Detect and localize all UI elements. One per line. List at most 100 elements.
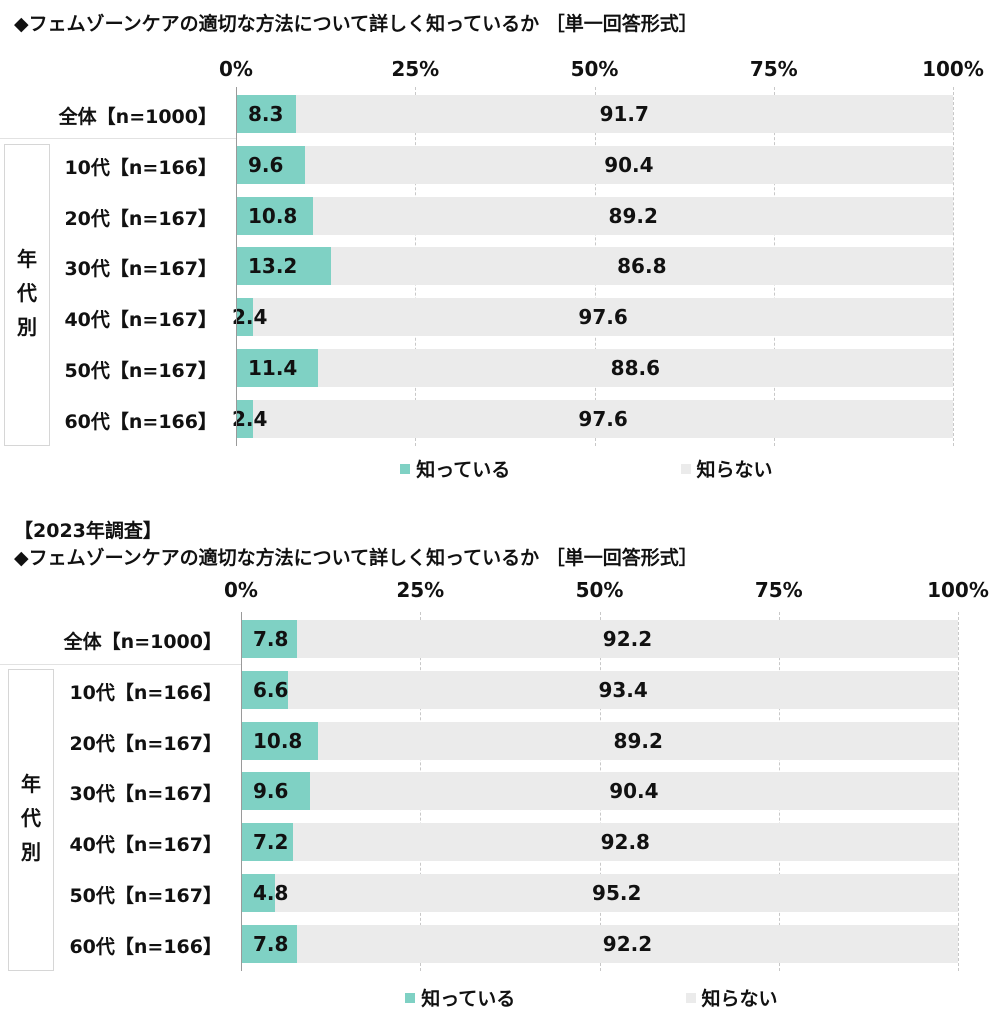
data-label-know: 2.4 (232, 406, 268, 431)
bar-row: 2.4 97.6 (232, 399, 953, 438)
data-label-know: 13.2 (248, 254, 298, 279)
bar-segment-know (236, 399, 254, 438)
bar-segment-know (241, 670, 289, 709)
legend-item: 知っている (400, 455, 510, 482)
data-label-know: 6.6 (253, 677, 289, 702)
bar-row: 13.2 86.8 (236, 247, 953, 286)
legend-label: 知っている (416, 459, 511, 481)
bar-segment-not-know (296, 620, 958, 658)
x-tick-label: 75% (754, 578, 803, 602)
data-label-know: 11.4 (248, 356, 298, 380)
bar-segment-not-know (330, 247, 953, 286)
legend-item: 知っている (405, 984, 515, 1011)
bar-segment-not-know (253, 298, 953, 337)
bar-segment-know (241, 823, 293, 862)
data-label-not-know: 89.2 (613, 728, 663, 753)
bar-segment-not-know (296, 924, 958, 963)
bar-row: 8.3 91.7 (236, 95, 953, 133)
x-tick-label: 25% (396, 578, 445, 602)
data-label-not-know: 97.6 (578, 305, 628, 330)
data-label-know: 7.2 (253, 830, 289, 855)
bar-row: 11.4 88.6 (236, 349, 953, 387)
legend-swatch (405, 992, 416, 1003)
category-label: 60代【n=166】 (64, 410, 217, 433)
data-label-not-know: 92.2 (602, 931, 653, 956)
x-tick-label: 50% (575, 578, 624, 602)
data-label-not-know: 86.8 (617, 254, 667, 279)
bar-segment-not-know (317, 349, 953, 387)
bar-segment-not-know (292, 823, 958, 862)
group-separator (0, 664, 241, 665)
category-label: 10代【n=166】 (69, 681, 222, 704)
data-label-not-know: 89.2 (608, 203, 658, 228)
bar-segment-not-know (318, 721, 958, 760)
legend-item: 知らない (680, 455, 773, 482)
bar-segment-not-know (295, 95, 953, 133)
bar-segment-not-know (275, 874, 958, 912)
age-group-box: 年代別 (8, 668, 54, 971)
bar-row: 4.8 95.2 (241, 874, 958, 912)
bar-segment-know (236, 298, 254, 337)
bar-row: 9.6 90.4 (241, 772, 958, 811)
bar-segment-know (241, 874, 276, 912)
x-tick-label: 25% (391, 57, 440, 81)
bar-row: 7.8 92.2 (241, 924, 958, 963)
age-group-label-char: 代 (21, 805, 41, 830)
legend-swatch (685, 992, 696, 1003)
bar-segment-know (236, 349, 318, 387)
data-label-know: 8.3 (248, 102, 284, 126)
data-label-not-know: 92.2 (602, 627, 653, 651)
age-group-label-char: 年 (21, 771, 41, 796)
category-label: 20代【n=167】 (69, 732, 222, 755)
data-label-know: 7.8 (253, 931, 289, 956)
category-label: 10代【n=166】 (64, 156, 217, 179)
bar-segment-know (241, 620, 297, 658)
data-label-not-know: 91.7 (599, 102, 649, 126)
age-group-label-char: 代 (17, 280, 37, 305)
x-tick-label: 0% (224, 578, 258, 602)
category-label: 全体【n=1000】 (58, 106, 217, 128)
bar-row: 6.6 93.4 (241, 670, 958, 709)
bar-segment-know (241, 772, 310, 811)
category-label: 40代【n=167】 (69, 834, 222, 857)
y-axis-line (241, 612, 242, 971)
bar-row: 7.2 92.8 (241, 823, 958, 862)
data-label-not-know: 92.8 (600, 830, 650, 855)
legend-item: 知らない (685, 984, 778, 1011)
bar-segment-know (236, 247, 331, 286)
x-tick-label: 75% (749, 57, 798, 81)
category-label: 30代【n=167】 (69, 783, 222, 806)
data-label-not-know: 97.6 (578, 406, 628, 431)
age-group-label-char: 別 (21, 839, 41, 864)
bar-segment-not-know (253, 399, 953, 438)
bar-segment-know (236, 145, 305, 184)
bar-segment-not-know (304, 145, 953, 184)
y-axis-line (236, 87, 237, 446)
data-label-know: 10.8 (248, 203, 298, 228)
group-separator (0, 138, 236, 139)
x-tick-label: 100% (927, 578, 989, 602)
x-tick-label: 100% (922, 57, 984, 81)
chart-title: ◆フェムゾーンケアの適切な方法について詳しく知っているか ［単一回答形式］ (14, 13, 698, 35)
age-group-label-char: 別 (17, 314, 37, 339)
chart-heading: 【2023年調査】 (14, 520, 162, 542)
bar-segment-know (236, 95, 296, 133)
bar-segment-know (241, 721, 319, 760)
legend-label: 知っている (421, 988, 516, 1010)
bar-row: 2.4 97.6 (232, 298, 953, 337)
bar-segment-not-know (309, 772, 958, 811)
x-tick-label: 50% (570, 57, 619, 81)
data-label-not-know: 90.4 (609, 779, 659, 804)
bar-segment-not-know (288, 670, 958, 709)
bar-row: 10.8 89.2 (241, 721, 958, 760)
category-label: 40代【n=167】 (64, 309, 217, 332)
data-label-know: 10.8 (253, 728, 303, 753)
data-label-not-know: 90.4 (604, 152, 654, 177)
legend-swatch (680, 463, 691, 474)
chart-title: ◆フェムゾーンケアの適切な方法について詳しく知っているか ［単一回答形式］ (14, 547, 698, 569)
legend-label: 知らない (701, 988, 778, 1010)
x-tick-label: 0% (219, 57, 253, 81)
x-gridline (953, 87, 954, 446)
bar-segment-know (236, 196, 314, 235)
data-label-know: 2.4 (232, 305, 268, 330)
